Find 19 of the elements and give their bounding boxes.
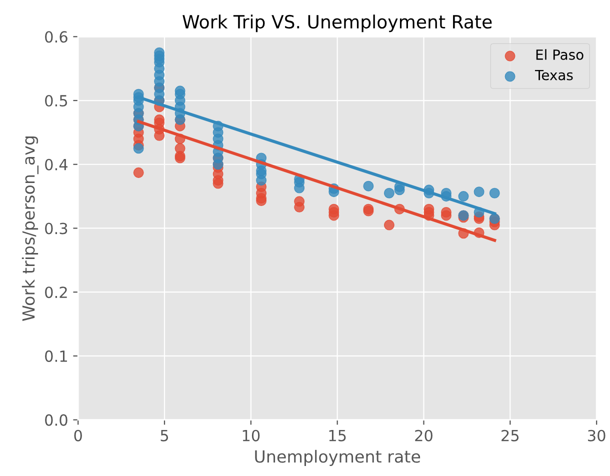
y-tick-label: 0.4 xyxy=(45,158,68,170)
x-tick-label: 10 xyxy=(242,430,260,442)
y-tick-label: 0.5 xyxy=(45,94,68,107)
chart-title: Work Trip VS. Unemployment Rate xyxy=(182,14,492,32)
x-tick-label: 20 xyxy=(415,430,432,442)
y-tick-label: 0.6 xyxy=(45,31,68,43)
y-tick-label: 0.3 xyxy=(45,222,68,234)
y-axis-title: Work trips/person_avg xyxy=(22,136,39,321)
legend-label: El Paso xyxy=(536,49,584,60)
y-tick-label: 0.0 xyxy=(45,414,68,426)
y-tick-label: 0.1 xyxy=(45,350,67,362)
x-tick-label: 25 xyxy=(502,430,519,442)
x-tick-label: 5 xyxy=(160,430,168,442)
x-axis-title: Unemployment rate xyxy=(255,450,420,466)
y-tick-label: 0.2 xyxy=(45,286,67,298)
x-tick-label: 30 xyxy=(588,430,606,442)
legend-label: Texas xyxy=(534,70,573,80)
x-tick-label: 0 xyxy=(74,430,82,442)
x-tick-label: 15 xyxy=(329,430,346,442)
